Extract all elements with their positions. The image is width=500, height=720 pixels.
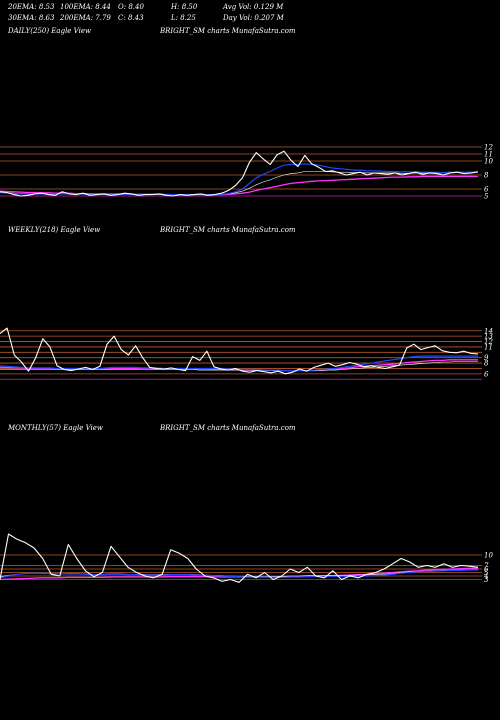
daily-y-tick-label: 11: [484, 151, 493, 159]
low-stat: L: 8.25: [171, 14, 196, 22]
stats-row-2: 30EMA: 8.63 200EMA: 7.79 C: 8.43 L: 8.25 Day…: [8, 13, 284, 24]
monthly-y-tick-label: 7: [484, 562, 489, 570]
monthly-y-tick-label: 10: [484, 552, 493, 560]
daily-price-line: [0, 150, 479, 197]
day-vol-stat: Day Vol: 0.207 M: [223, 14, 284, 22]
daily-y-tick-label: 5: [484, 193, 489, 201]
monthly-y-tick-label: 4: [483, 573, 488, 581]
daily-panel-source: BRIGHT_SM charts MunafaSutra.com: [160, 27, 296, 35]
monthly-y-tick-label: 5: [484, 569, 489, 577]
weekly-y-tick-label: 13: [484, 333, 493, 341]
close-stat: C: 8.43: [118, 14, 144, 22]
ema20-stat: 20EMA: 8.53: [8, 3, 55, 11]
monthly-price-line: [0, 533, 479, 583]
daily-y-tick-label: 12: [484, 144, 493, 152]
weekly-y-tick-label: 8: [484, 360, 489, 368]
weekly-panel-label: WEEKLY(218) Eagle View: [8, 226, 101, 234]
weekly-panel-source: BRIGHT_SM charts MunafaSutra.com: [160, 226, 296, 234]
high-stat: H: 8.50: [171, 3, 198, 11]
avg-vol-stat: Avg Vol: 0.129 M: [223, 3, 284, 11]
daily-y-tick-label: 6: [484, 186, 489, 194]
monthly-y-tick-label: 3: [484, 576, 489, 584]
ema30-stat: 30EMA: 8.63: [8, 14, 55, 22]
daily-panel-label: DAILY(250) Eagle View: [8, 27, 91, 35]
monthly-panel-source: BRIGHT_SM charts MunafaSutra.com: [160, 424, 296, 432]
weekly-y-tick-label: 12: [484, 338, 493, 346]
weekly-y-tick-label: 14: [484, 327, 493, 335]
monthly-y-tick-label: 6: [484, 566, 489, 574]
ema100-stat: 100EMA: 8.44: [60, 3, 111, 11]
monthly-ema-short-line: [0, 569, 478, 579]
stats-block: 20EMA: 8.53 100EMA: 8.44 O: 8.40 H: 8.50 Avg…: [8, 2, 284, 24]
monthly-panel-label: MONTHLY(57) Eagle View: [8, 424, 103, 432]
stats-row-1: 20EMA: 8.53 100EMA: 8.44 O: 8.40 H: 8.50 Avg…: [8, 2, 284, 13]
weekly-y-tick-label: 9: [484, 354, 489, 362]
weekly-y-tick-label: 6: [484, 370, 489, 378]
daily-y-tick-label: 10: [484, 158, 493, 166]
open-stat: O: 8.40: [118, 3, 144, 11]
daily-y-tick-label: 8: [484, 172, 489, 180]
weekly-y-tick-label: 11: [484, 343, 493, 351]
daily-ema-short-line: [0, 163, 479, 196]
weekly-price-line: [0, 327, 479, 375]
ema200-stat: 200EMA: 7.79: [60, 14, 111, 22]
